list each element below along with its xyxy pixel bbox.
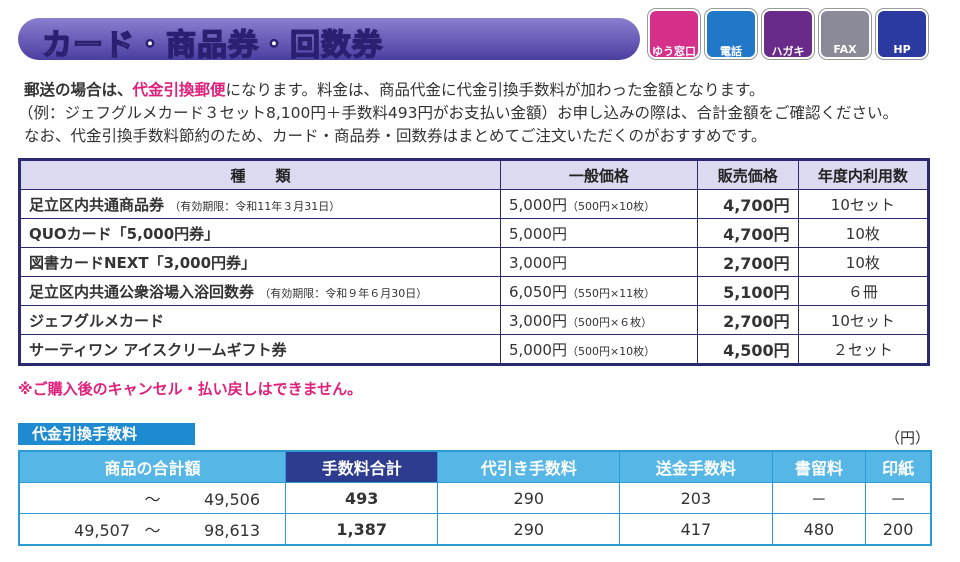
text: QUOカード「5,000円券」: [29, 224, 220, 243]
cell: QUOカード「5,000円券」: [19, 218, 501, 248]
row: サーティワン アイスクリームギフト券 5,000円（500円×10枚） 4,500円…: [19, 334, 930, 365]
text: 49,507: [74, 521, 130, 540]
cell: 493: [284, 482, 439, 514]
cell: 4,500円: [696, 334, 799, 365]
cell: ２セット: [797, 334, 930, 365]
row: 商品の合計額 手数料合計 代引き手数料 送金手数料 書留料 印紙: [18, 450, 932, 483]
text: 5,000円: [509, 195, 567, 214]
cell: 足立区内共通商品券 （有効期限：令和11年３月31日）: [19, 189, 501, 219]
cell: 商品の合計額: [18, 450, 286, 483]
cell: 書留料: [771, 450, 867, 483]
cell: 年度内利用数: [797, 159, 930, 190]
icon[interactable]: ハガキ: [762, 9, 814, 59]
cell: ６冊: [797, 276, 930, 306]
cell: 5,000円（500円×10枚）: [500, 189, 698, 219]
text: ジェフグルメカード: [29, 311, 165, 330]
cell: 417: [619, 513, 773, 546]
title-bar: [18, 18, 640, 60]
icon[interactable]: FAX: [819, 9, 871, 59]
cell: 一般価格: [500, 159, 698, 190]
text: 足立区内共通公衆浴場入浴回数券: [29, 282, 255, 301]
cell: 203: [619, 482, 773, 514]
text: ～: [144, 490, 161, 509]
cell: 足立区内共通公衆浴場入浴回数券 （有効期限：令和９年６月30日）: [19, 276, 501, 306]
intro-line: なお、代金引換手数料節約のため、カード・商品券・回数券はまとめてご注文いただくの…: [24, 127, 767, 145]
row: QUOカード「5,000円券」 5,000円 4,700円 10枚: [19, 218, 930, 248]
row: 種 類一般価格 販売価格 年度内利用数: [19, 159, 930, 190]
text: サーティワン アイスクリームギフト券: [29, 340, 287, 359]
row: 図書カードNEXT「3,000円券」 3,000円 2,700円 10枚: [19, 247, 930, 277]
cell: 10セット: [797, 305, 930, 335]
text: 足立区内共通商品券: [29, 195, 165, 214]
text: 3,000円: [509, 311, 567, 330]
cell: 送金手数料: [619, 450, 773, 483]
cell: 290: [437, 482, 621, 514]
text: 5,000円: [509, 224, 567, 243]
text: （500円×10枚）: [566, 199, 656, 213]
intro-line: 郵送の場合は、代金引換郵便になります。料金は、商品代金に代金引換手数料が加わった…: [24, 78, 764, 100]
text: になります。料金は、商品代金に代金引換手数料が加わった金額となります。: [225, 81, 765, 99]
text: 代金引換郵便: [132, 81, 226, 99]
cell: 3,000円: [500, 247, 698, 277]
fee-title: 代金引換手数料: [18, 423, 195, 445]
cell: 4,700円: [696, 218, 799, 248]
cell: 49,507 ～ 98,613: [18, 513, 286, 546]
cell: ～ 49,506: [18, 482, 286, 514]
cell: 10枚: [797, 218, 930, 248]
cell: 図書カードNEXT「3,000円券」: [19, 247, 501, 277]
unit: （円）: [884, 429, 930, 447]
cell: 200: [865, 513, 932, 546]
cell: 10枚: [797, 247, 930, 277]
icon[interactable]: 電話: [705, 9, 757, 59]
cell: 5,000円: [500, 218, 698, 248]
text: 郵送の場合は、: [24, 81, 133, 99]
cell: －: [771, 482, 867, 514]
note: ※ご購入後のキャンセル・払い戻しはできません。: [18, 380, 363, 398]
text: （500円×10枚）: [566, 344, 656, 358]
cell: 3,000円（500円×６枚）: [500, 305, 698, 335]
icon[interactable]: ゆう窓口: [648, 9, 700, 59]
cell: －: [865, 482, 932, 514]
text: ～: [144, 521, 161, 540]
row: 足立区内共通商品券 （有効期限：令和11年３月31日） 5,000円（500円×1…: [19, 189, 930, 219]
text: （有効期限：令和11年３月31日）: [169, 199, 341, 213]
text: 49,506: [204, 490, 260, 509]
cell: 2,700円: [696, 247, 799, 277]
text: 6,050円: [509, 282, 567, 301]
cell: 10セット: [797, 189, 930, 219]
cell: 480: [771, 513, 867, 546]
text: （500円×６枚）: [566, 315, 653, 329]
text: （550円×11枚）: [566, 286, 656, 300]
price-table: 種 類一般価格 販売価格 年度内利用数 足立区内共通商品券 （有効期限：令和11年３月…: [18, 158, 930, 366]
cell: 販売価格: [696, 159, 799, 190]
cell: ジェフグルメカード: [19, 305, 501, 335]
cell: 4,700円: [696, 189, 799, 219]
icon[interactable]: HP: [876, 9, 928, 59]
cell: 5,000円（500円×10枚）: [500, 334, 698, 365]
text: 3,000円: [509, 253, 567, 272]
cell: 手数料合計: [284, 450, 439, 483]
cell: 290: [437, 513, 621, 546]
text: 図書カードNEXT「3,000円券」: [29, 253, 257, 272]
title: カード・商品券・回数券: [41, 27, 383, 64]
text: 5,000円: [509, 340, 567, 359]
row: ～ 49,506 493 290 203 －－: [18, 482, 932, 514]
cell: 2,700円: [696, 305, 799, 335]
cell: 1,387: [284, 513, 439, 546]
row: 49,507 ～ 98,613 1,387 290 417 480 200: [18, 513, 932, 546]
text: 98,613: [204, 521, 260, 540]
intro-line: （例：ジェフグルメカード３セット8,100円＋手数料493円がお支払い金額）お申…: [18, 104, 898, 122]
fee-table: 商品の合計額 手数料合計 代引き手数料 送金手数料 書留料 印紙 ～ 49,506 493 290…: [18, 450, 932, 546]
cell: 5,100円: [696, 276, 799, 306]
cell: 印紙: [865, 450, 932, 483]
text: （有効期限：令和９年６月30日）: [259, 286, 428, 300]
cell: 6,050円（550円×11枚）: [500, 276, 698, 306]
cell: 代引き手数料: [437, 450, 621, 483]
cell: 種 類: [19, 159, 501, 190]
row: 足立区内共通公衆浴場入浴回数券 （有効期限：令和９年６月30日） 6,050円（5…: [19, 276, 930, 306]
cell: サーティワン アイスクリームギフト券: [19, 334, 501, 365]
row: ジェフグルメカード 3,000円（500円×６枚） 2,700円 10セット: [19, 305, 930, 335]
